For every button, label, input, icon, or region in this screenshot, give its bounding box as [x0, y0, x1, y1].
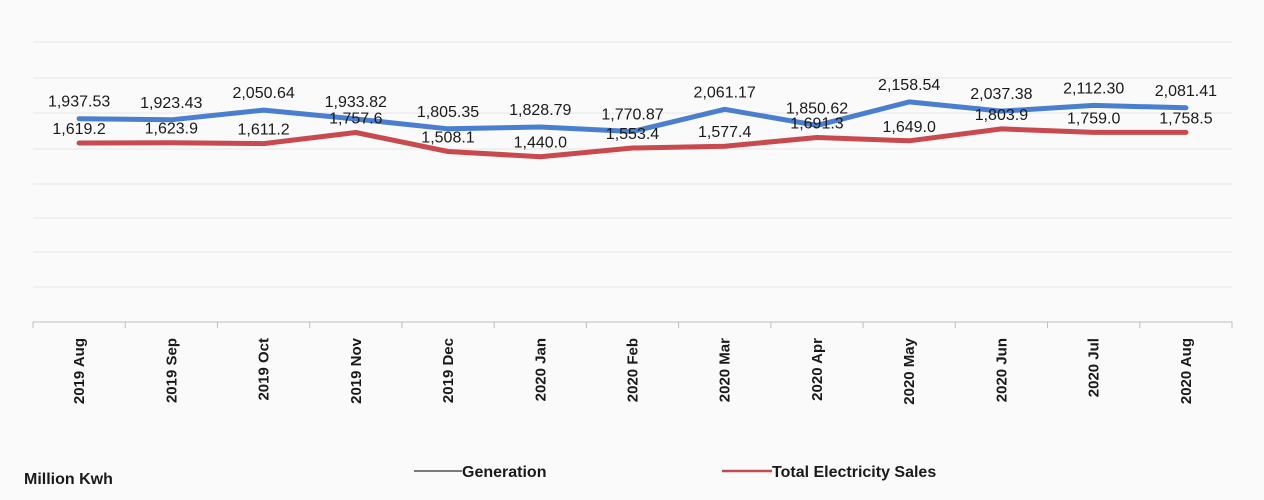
series-lines [76, 99, 1189, 160]
data-label: 2,081.41 [1155, 83, 1217, 100]
x-tick-label: 2020 Aug [1178, 338, 1195, 404]
data-label: 1,933.82 [325, 94, 387, 111]
x-tick-label: 2020 Jun [993, 338, 1010, 402]
data-label: 1,805.35 [417, 104, 479, 121]
data-label: 1,611.2 [237, 122, 289, 139]
legend: Generation Total Electricity Sales [414, 464, 936, 481]
data-label: 1,649.0 [883, 119, 936, 136]
x-tick-label: 2019 Nov [348, 337, 365, 404]
data-label: 1,770.87 [601, 107, 663, 124]
data-label: 1,757.6 [329, 111, 382, 128]
data-label: 1,623.9 [145, 121, 198, 138]
series-line-generation [76, 99, 1189, 134]
data-label: 1,937.53 [48, 94, 110, 111]
x-tick-label: 2020 May [901, 337, 918, 404]
x-tick-label: 2019 Dec [440, 338, 457, 403]
data-label: 1,691.3 [790, 116, 843, 133]
series-line-total-electricity-sales [76, 126, 1189, 160]
data-label: 2,061.17 [694, 84, 756, 101]
data-label: 1,508.1 [421, 130, 474, 147]
x-tick-label: 2019 Oct [256, 338, 273, 401]
data-label: 1,553.4 [606, 126, 659, 143]
x-tick-labels: 2019 Aug 2019 Sep 2019 Oct 2019 Nov 2019 Dec… [71, 337, 1195, 404]
data-label: 1,828.79 [509, 102, 571, 119]
x-tick-label: 2019 Aug [71, 338, 88, 404]
data-label: 1,440.0 [514, 135, 567, 152]
x-tick-label: 2020 Feb [625, 338, 642, 402]
data-label: 1,619.2 [52, 121, 105, 138]
x-tick-label: 2020 Jul [1086, 338, 1103, 397]
data-label: 1,923.43 [140, 95, 202, 112]
x-tick-label: 2020 Jan [532, 338, 549, 401]
gridlines [33, 41, 1232, 288]
unit-label: Million Kwh [24, 471, 113, 488]
data-label: 2,158.54 [878, 77, 940, 94]
x-tick-marks [32, 322, 1233, 328]
data-label: 2,112.30 [1063, 80, 1124, 97]
data-labels: 1,937.53 1,923.43 2,050.64 1,933.82 1,805.35… [48, 77, 1217, 152]
data-label: 2,050.64 [232, 85, 294, 102]
legend-label-generation: Generation [462, 464, 546, 481]
x-tick-label: 2020 Apr [809, 338, 826, 401]
x-tick-label: 2020 Mar [717, 338, 734, 402]
data-label: 1,577.4 [698, 124, 751, 141]
x-tick-label: 2019 Sep [163, 338, 180, 403]
data-label: 1,759.0 [1067, 110, 1120, 127]
data-label: 2,037.38 [970, 86, 1032, 103]
data-label: 1,803.9 [975, 107, 1028, 124]
data-label: 1,850.62 [786, 100, 848, 117]
legend-label-total-electricity-sales: Total Electricity Sales [772, 464, 936, 481]
data-label: 1,758.5 [1159, 110, 1212, 127]
